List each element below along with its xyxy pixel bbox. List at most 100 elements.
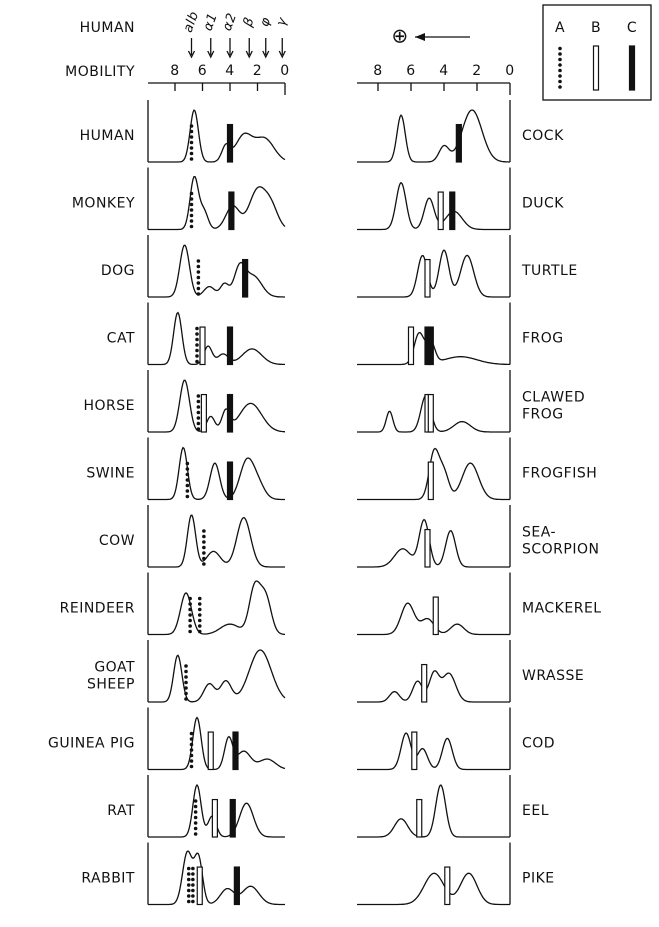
marker-C bbox=[226, 393, 234, 433]
marker-dot bbox=[197, 613, 202, 617]
species-label: FROGFISH bbox=[522, 466, 597, 482]
marker-A bbox=[189, 124, 194, 161]
marker-shape bbox=[228, 191, 235, 231]
marker-dot bbox=[191, 872, 195, 876]
tick-label: 2 bbox=[472, 63, 481, 79]
marker-shape bbox=[427, 326, 434, 366]
marker-shape bbox=[432, 596, 439, 636]
marker-dot bbox=[558, 52, 562, 56]
marker-B bbox=[427, 393, 434, 433]
marker-dot bbox=[184, 675, 188, 679]
legend-label: C bbox=[627, 20, 637, 36]
marker-C bbox=[449, 191, 456, 231]
marker-dot bbox=[558, 79, 562, 84]
marker-dot bbox=[196, 286, 201, 291]
marker-dot bbox=[189, 151, 194, 156]
marker-shape bbox=[424, 528, 431, 568]
legend-label: A bbox=[555, 20, 565, 36]
curve bbox=[148, 175, 286, 231]
curve bbox=[357, 732, 510, 771]
marker-dot bbox=[189, 157, 194, 161]
marker-dot bbox=[189, 213, 194, 218]
species-label: EEL bbox=[522, 803, 549, 819]
marker-dot bbox=[196, 399, 201, 404]
marker-dot bbox=[197, 602, 202, 606]
marker-dot bbox=[558, 68, 562, 73]
marker-dot bbox=[202, 545, 206, 550]
species-label: SHEEP bbox=[87, 677, 135, 693]
curve bbox=[148, 716, 286, 771]
marker-dot bbox=[196, 275, 201, 280]
marker-dot bbox=[188, 596, 192, 601]
marker-shape bbox=[416, 798, 423, 838]
marker-C bbox=[232, 731, 239, 771]
marker-dot bbox=[196, 259, 201, 263]
legend-label: B bbox=[591, 20, 601, 36]
marker-B bbox=[196, 866, 203, 906]
species-label: FROG bbox=[522, 407, 564, 423]
marker-dot bbox=[184, 669, 188, 674]
marker-shape bbox=[449, 191, 456, 231]
marker-shape bbox=[226, 393, 234, 433]
curve bbox=[357, 872, 510, 906]
marker-dot bbox=[189, 753, 194, 758]
marker-shape bbox=[199, 326, 206, 366]
marker-dot bbox=[189, 124, 194, 128]
curve bbox=[148, 244, 285, 298]
anode: ⊕ bbox=[391, 24, 408, 48]
marker-A bbox=[186, 866, 191, 904]
marker-dot bbox=[186, 877, 191, 882]
marker-B bbox=[424, 258, 431, 298]
marker-dot bbox=[202, 562, 206, 566]
curve bbox=[357, 784, 510, 838]
marker-dot bbox=[193, 810, 198, 814]
marker-dot bbox=[189, 731, 194, 736]
marker-C bbox=[229, 798, 236, 838]
marker-C bbox=[228, 191, 235, 231]
marker-shape bbox=[226, 461, 234, 501]
marker-dot bbox=[195, 359, 199, 364]
marker-dot bbox=[193, 821, 198, 825]
marker-A bbox=[188, 596, 192, 634]
species-label: FROG bbox=[522, 331, 564, 347]
species-label: COCK bbox=[522, 128, 564, 144]
marker-A bbox=[202, 529, 206, 566]
marker-dot bbox=[186, 883, 191, 887]
marker-dot bbox=[558, 46, 562, 51]
marker-B bbox=[416, 798, 423, 838]
curve bbox=[357, 249, 510, 298]
marker-dot bbox=[193, 815, 198, 820]
marker-dot bbox=[195, 354, 199, 358]
marker-B bbox=[592, 45, 600, 91]
fraction-label: α2 bbox=[220, 11, 240, 33]
marker-dot bbox=[195, 332, 199, 336]
marker-dot bbox=[188, 618, 192, 623]
marker-A bbox=[193, 799, 198, 836]
marker-A bbox=[184, 664, 188, 701]
marker-dot bbox=[189, 129, 194, 134]
marker-shape bbox=[427, 461, 434, 501]
marker-dot bbox=[202, 534, 206, 539]
fraction-arrow-head bbox=[187, 50, 196, 59]
marker-dot bbox=[202, 556, 206, 561]
fraction-arrow-head bbox=[262, 50, 270, 59]
marker-dot bbox=[193, 804, 198, 809]
fraction-arrow-head bbox=[207, 50, 215, 59]
marker-A bbox=[196, 259, 201, 296]
marker-shape bbox=[229, 798, 236, 838]
fraction-label: φ bbox=[257, 15, 274, 29]
marker-shape bbox=[233, 866, 240, 906]
marker-shape bbox=[207, 731, 214, 771]
marker-dot bbox=[186, 899, 191, 904]
marker-dot bbox=[186, 894, 191, 898]
marker-dot bbox=[185, 467, 190, 471]
marker-shape bbox=[628, 45, 636, 91]
marker-shape bbox=[421, 663, 428, 703]
tick-label: 0 bbox=[280, 63, 289, 79]
marker-dot bbox=[184, 691, 188, 696]
marker-A bbox=[196, 394, 201, 431]
marker-dot bbox=[558, 57, 562, 62]
legend-box bbox=[542, 4, 652, 101]
marker-dot bbox=[196, 416, 201, 420]
marker-dot bbox=[188, 613, 192, 617]
